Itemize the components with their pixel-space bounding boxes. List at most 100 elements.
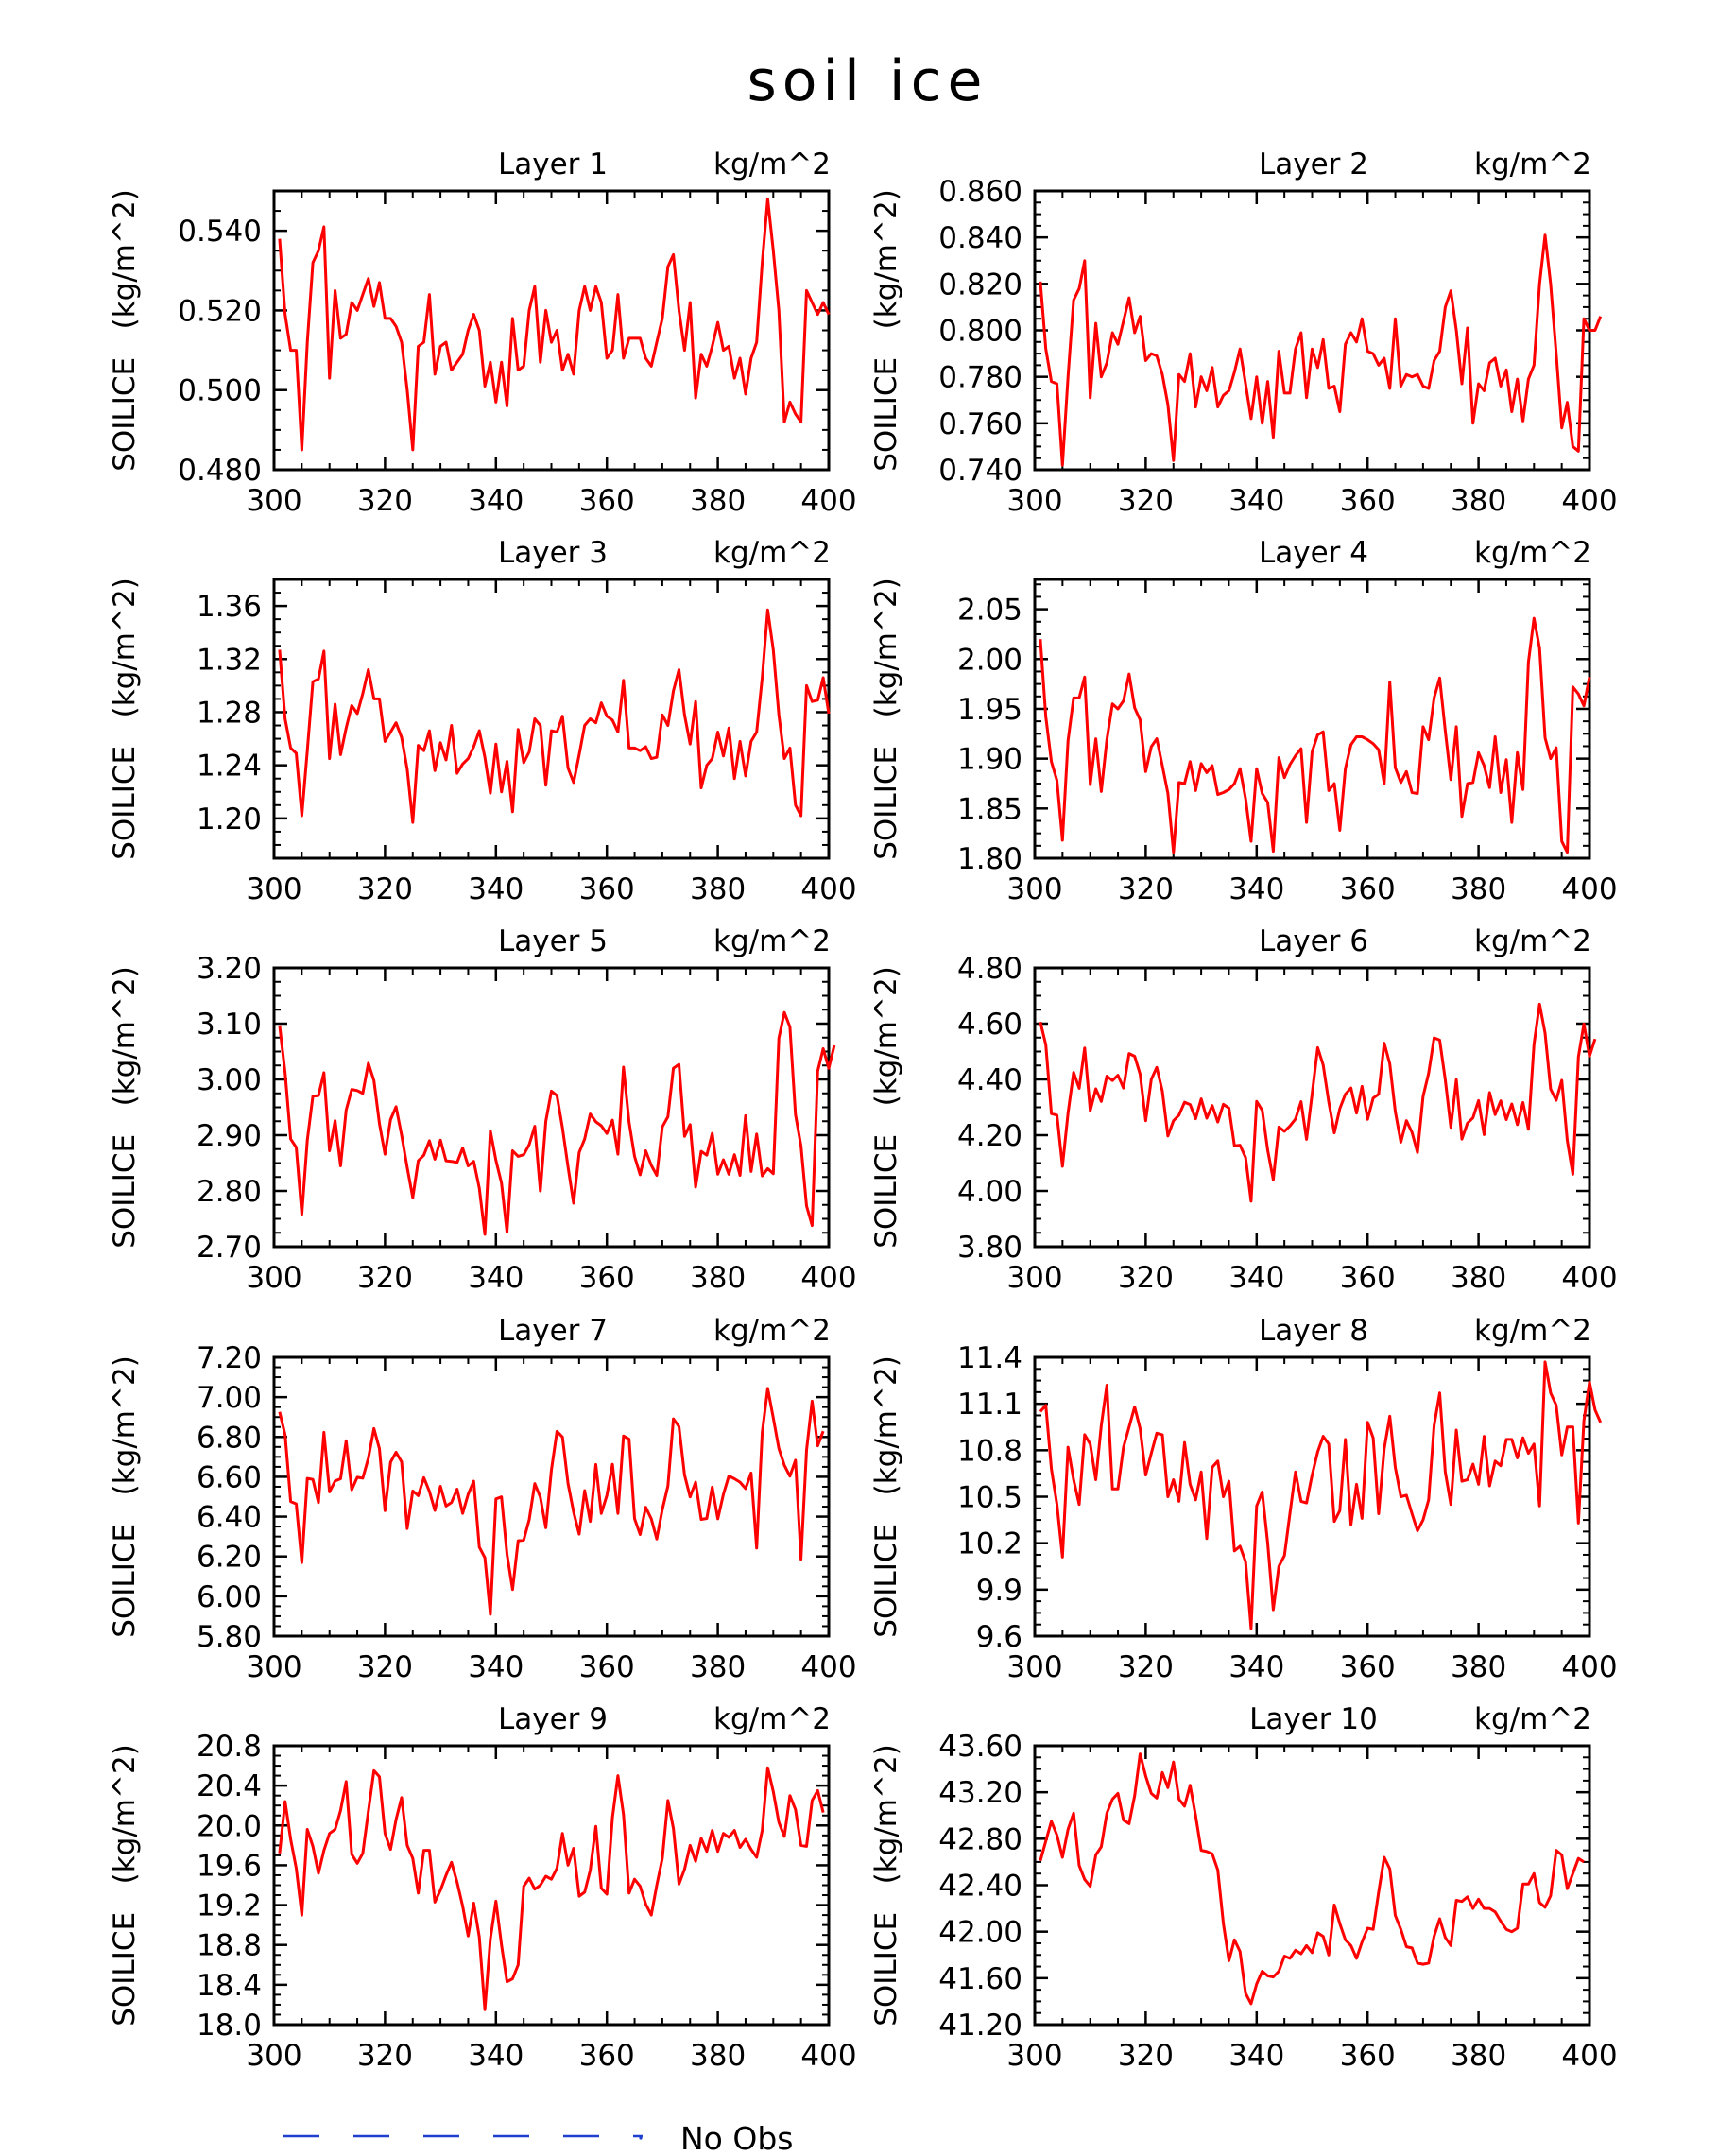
x-tick-label: 340 (1228, 484, 1284, 518)
y-tick-label: 2.05 (957, 594, 1022, 628)
y-tick-label: 1.28 (197, 696, 262, 730)
series-line (278, 197, 831, 452)
y-tick-label: 4.40 (957, 1063, 1022, 1097)
x-tick-label: 340 (1228, 1261, 1284, 1295)
x-tick-label: 360 (579, 2039, 635, 2073)
y-tick-label: 6.20 (197, 1541, 262, 1575)
x-tick-label: 320 (1118, 2039, 1174, 2073)
x-tick-label: 300 (246, 484, 301, 518)
series-line (278, 1766, 825, 2011)
panel-layer-2: 300 320 340 360 380 400 0.740 0.760 0.780 0.800 0.… (869, 147, 1618, 518)
panel-unit-label: kg/m^2 (1474, 1702, 1591, 1736)
panel-title: Layer 5 (498, 924, 608, 958)
y-tick-label: 0.520 (178, 294, 262, 328)
y-tick-label: 19.2 (197, 1889, 262, 1923)
panel-layer-1: 300 320 340 360 380 400 0.480 0.500 0.520 0.540 La… (108, 147, 857, 518)
panel-layer-7: 300 320 340 360 380 400 5.80 6.00 6.20 6.40 6.60 6.… (108, 1314, 857, 1684)
y-axis-label: SOILICE (kg/m^2) (869, 1355, 903, 1638)
y-tick-label: 41.60 (938, 1962, 1022, 1996)
y-tick-label: 0.740 (938, 454, 1022, 488)
x-tick-label: 320 (1118, 484, 1174, 518)
x-tick-label: 380 (1451, 2039, 1506, 2073)
panel-title: Layer 7 (498, 1314, 608, 1348)
panel-unit-label: kg/m^2 (713, 924, 831, 958)
y-tick-label: 10.8 (957, 1434, 1022, 1468)
x-tick-label: 380 (690, 2039, 746, 2073)
y-tick-label: 2.70 (197, 1231, 262, 1265)
panel-unit-label: kg/m^2 (1474, 1314, 1591, 1348)
y-tick-label: 0.860 (938, 175, 1022, 209)
x-tick-label: 340 (468, 1650, 524, 1684)
x-tick-label: 380 (690, 1650, 746, 1684)
y-tick-label: 42.40 (938, 1870, 1022, 1904)
x-tick-label: 340 (468, 872, 524, 906)
legend: No Obs (283, 2120, 793, 2156)
panel-title: Layer 8 (1259, 1314, 1368, 1348)
y-tick-label: 0.820 (938, 267, 1022, 302)
x-tick-label: 340 (468, 2039, 524, 2073)
panel-unit-label: kg/m^2 (713, 147, 831, 181)
y-tick-label: 19.6 (197, 1849, 262, 1883)
y-tick-label: 0.780 (938, 361, 1022, 395)
y-tick-label: 4.60 (957, 1008, 1022, 1042)
y-tick-label: 5.80 (197, 1620, 262, 1654)
y-tick-label: 4.00 (957, 1175, 1022, 1209)
x-tick-label: 320 (357, 1650, 413, 1684)
x-tick-label: 380 (1451, 1261, 1506, 1295)
y-tick-label: 6.00 (197, 1580, 262, 1614)
y-tick-label: 1.36 (197, 590, 262, 624)
y-axis-label: SOILICE (kg/m^2) (108, 1744, 142, 2027)
x-tick-label: 300 (246, 2039, 301, 2073)
y-tick-label: 3.10 (197, 1008, 262, 1042)
legend-label: No Obs (680, 2120, 793, 2156)
y-axis-label: SOILICE (kg/m^2) (869, 578, 903, 860)
y-axis-label: SOILICE (kg/m^2) (108, 1355, 142, 1638)
y-tick-label: 0.540 (178, 215, 262, 249)
x-tick-label: 380 (1451, 1650, 1506, 1684)
y-tick-label: 1.24 (197, 750, 262, 784)
x-tick-label: 380 (1451, 872, 1506, 906)
y-tick-label: 6.60 (197, 1460, 262, 1494)
series-line (1039, 1002, 1597, 1203)
series-line (278, 1387, 825, 1616)
x-tick-label: 400 (800, 872, 856, 906)
y-axis-label: SOILICE (kg/m^2) (869, 189, 903, 472)
x-tick-label: 320 (357, 1261, 413, 1295)
y-tick-label: 4.80 (957, 952, 1022, 986)
y-tick-label: 6.40 (197, 1501, 262, 1535)
x-tick-label: 300 (1006, 1261, 1062, 1295)
y-tick-label: 20.0 (197, 1809, 262, 1843)
x-tick-label: 360 (1340, 1261, 1396, 1295)
x-tick-label: 300 (1006, 2039, 1062, 2073)
y-tick-label: 43.60 (938, 1730, 1022, 1764)
y-tick-label: 1.85 (957, 792, 1022, 826)
panel-title: Layer 6 (1259, 924, 1368, 958)
x-tick-label: 340 (1228, 2039, 1284, 2073)
panel-unit-label: kg/m^2 (713, 536, 831, 570)
y-tick-label: 0.840 (938, 221, 1022, 255)
y-tick-label: 20.8 (197, 1730, 262, 1764)
x-tick-label: 340 (468, 1261, 524, 1295)
y-tick-label: 3.20 (197, 952, 262, 986)
x-tick-label: 400 (1561, 1261, 1617, 1295)
y-tick-label: 7.00 (197, 1381, 262, 1415)
y-tick-label: 10.5 (957, 1481, 1022, 1515)
panel-layer-4: 300 320 340 360 380 400 1.80 1.85 1.90 1.95 2.00 2.… (869, 536, 1618, 906)
y-axis-label: SOILICE (kg/m^2) (869, 1744, 903, 2027)
y-tick-label: 42.00 (938, 1916, 1022, 1950)
y-tick-label: 42.80 (938, 1822, 1022, 1856)
x-tick-label: 320 (1118, 1650, 1174, 1684)
x-tick-label: 320 (1118, 1261, 1174, 1295)
series-line (1039, 616, 1591, 854)
y-tick-label: 0.800 (938, 315, 1022, 349)
y-axis-label: SOILICE (kg/m^2) (869, 966, 903, 1249)
y-tick-label: 1.80 (957, 842, 1022, 876)
y-tick-label: 7.20 (197, 1341, 262, 1375)
y-tick-label: 11.4 (957, 1341, 1022, 1375)
panel-layer-8: 300 320 340 360 380 400 9.6 9.9 10.2 10.5 10.8 11.1… (869, 1314, 1618, 1684)
x-tick-label: 360 (1340, 484, 1396, 518)
panel-unit-label: kg/m^2 (713, 1314, 831, 1348)
y-tick-label: 3.80 (957, 1231, 1022, 1265)
series-line (1039, 233, 1603, 467)
y-tick-label: 43.20 (938, 1776, 1022, 1810)
